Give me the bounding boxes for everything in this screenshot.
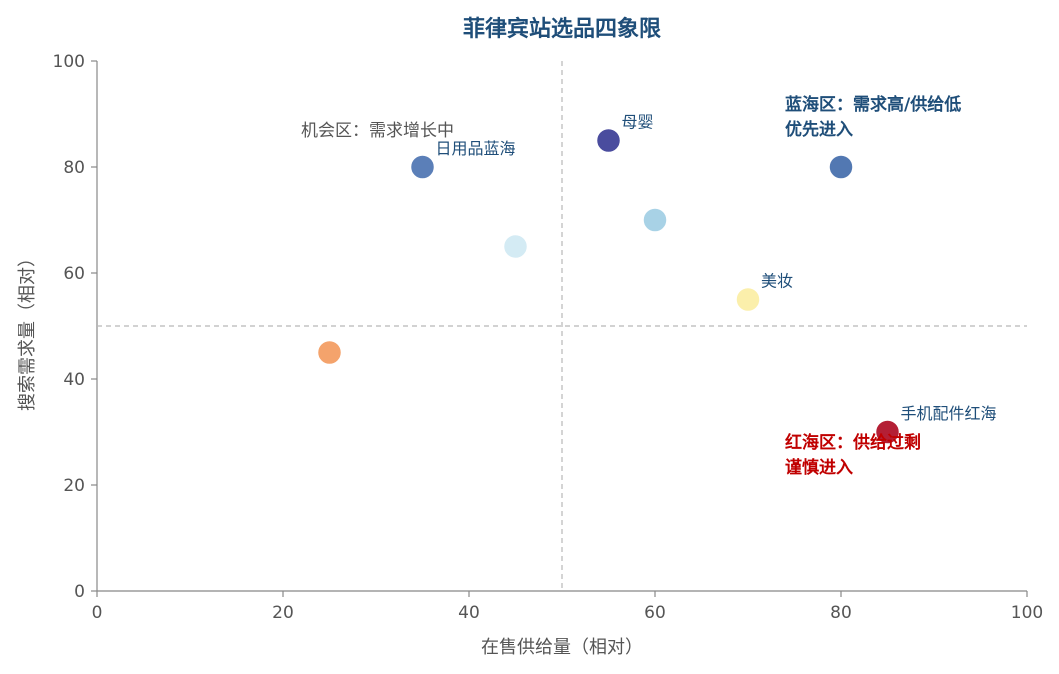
x-tick-label: 40	[458, 603, 480, 623]
zone-annotation: 机会区：需求增长中	[301, 121, 454, 141]
zone-annotation: 蓝海区：需求高/供给低	[785, 94, 961, 115]
x-tick-label: 100	[1011, 603, 1043, 623]
x-tick-label: 80	[830, 603, 852, 623]
y-tick-label: 40	[63, 370, 85, 390]
data-point	[595, 127, 622, 154]
data-point	[642, 207, 668, 233]
zone-annotation: 谨慎进入	[785, 457, 853, 478]
x-tick-label: 0	[92, 603, 103, 623]
data-point	[828, 154, 854, 180]
data-point-label: 日用品蓝海	[436, 139, 516, 158]
y-tick-label: 60	[63, 264, 85, 284]
data-point	[502, 233, 529, 260]
y-axis-title: 搜索需求量（相对）	[17, 249, 38, 411]
data-point	[874, 419, 901, 445]
data-point-label: 手机配件红海	[901, 404, 997, 423]
data-point	[735, 286, 761, 313]
y-tick-label: 100	[53, 52, 85, 72]
data-point-label: 母婴	[622, 113, 654, 132]
data-point	[316, 339, 343, 366]
zone-annotation: 优先进入	[785, 119, 853, 140]
zone-annotation: 红海区：供给过剩	[785, 432, 921, 453]
y-tick-label: 20	[63, 476, 85, 496]
x-tick-label: 20	[272, 603, 294, 623]
y-tick-label: 0	[74, 582, 85, 602]
data-point-label: 美妆	[761, 272, 793, 291]
data-point	[409, 154, 436, 180]
x-tick-label: 60	[644, 603, 666, 623]
y-tick-label: 80	[63, 158, 85, 178]
chart-title: 菲律宾站选品四象限	[463, 16, 661, 42]
x-axis-title: 在售供给量（相对）	[481, 637, 643, 658]
